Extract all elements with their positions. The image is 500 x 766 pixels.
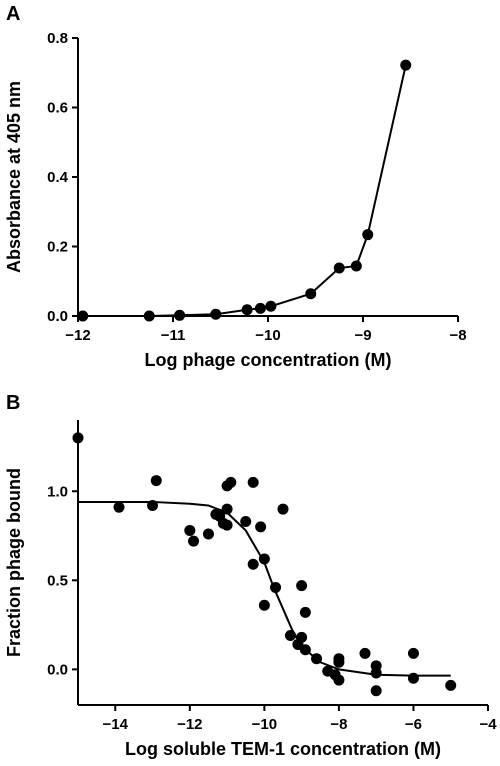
x-tick-label: −14 <box>103 716 129 733</box>
x-tick-label: −6 <box>405 716 422 733</box>
data-point <box>311 653 323 665</box>
data-point <box>305 288 317 300</box>
data-point <box>333 653 345 665</box>
data-point <box>113 501 125 513</box>
data-point <box>188 535 200 547</box>
data-point <box>221 503 233 515</box>
data-point <box>150 475 162 487</box>
data-point <box>77 310 89 322</box>
data-point <box>240 516 252 528</box>
data-point <box>370 685 382 697</box>
panel-a-letter: A <box>6 3 20 25</box>
x-tick-label: −12 <box>65 327 90 344</box>
data-point <box>445 679 457 691</box>
data-point <box>333 674 345 686</box>
data-point <box>184 524 196 536</box>
y-tick-label: 0.0 <box>47 661 68 678</box>
y-axis-label: Fraction phage bound <box>4 468 24 657</box>
data-point <box>254 302 266 314</box>
data-point <box>362 229 374 241</box>
data-point <box>299 644 311 656</box>
y-tick-label: 0.6 <box>47 100 68 117</box>
data-point <box>221 519 233 531</box>
x-axis-label: Log soluble TEM-1 concentration (M) <box>125 739 441 759</box>
data-point <box>225 476 237 488</box>
data-point <box>174 309 186 321</box>
data-point <box>370 667 382 679</box>
data-point <box>400 59 412 71</box>
x-tick-label: −12 <box>177 716 202 733</box>
panel-a-chart: −12 −11 −10 −9 −8 0.0 0.2 0.4 0.6 0.8 Log phage co… <box>4 30 467 370</box>
data-point <box>277 503 289 515</box>
data-point <box>296 580 308 592</box>
panel-b-chart: −14 −12 −10 −8 −6 −4 0.0 0.5 1.0 Log soluble TEM-… <box>4 420 497 759</box>
data-point <box>247 558 259 570</box>
y-tick-label: 0.4 <box>47 169 69 186</box>
x-tick-label: −9 <box>354 327 371 344</box>
data-point <box>299 606 311 618</box>
data-point <box>407 647 419 659</box>
data-point <box>241 304 253 316</box>
data-point <box>350 260 362 272</box>
y-tick-label: 0.8 <box>47 30 68 47</box>
series-line <box>82 64 407 317</box>
data-point <box>143 310 155 322</box>
y-tick-label: 0.2 <box>47 239 68 256</box>
x-tick-label: −8 <box>330 716 347 733</box>
data-point <box>296 631 308 643</box>
y-tick-label: 1.0 <box>47 483 68 500</box>
data-point <box>407 672 419 684</box>
data-point <box>258 599 270 611</box>
data-point <box>258 553 270 565</box>
data-point <box>265 300 277 312</box>
x-tick-label: −8 <box>449 327 466 344</box>
data-point <box>333 262 345 274</box>
data-point <box>210 308 222 320</box>
x-tick-label: −10 <box>255 327 280 344</box>
data-point <box>270 581 282 593</box>
data-point <box>202 528 214 540</box>
x-tick-label: −4 <box>479 716 497 733</box>
y-axis-label: Absorbance at 405 nm <box>4 81 24 273</box>
y-tick-label: 0.5 <box>47 572 68 589</box>
panel-b-letter: B <box>6 392 20 414</box>
data-point <box>359 647 371 659</box>
y-tick-label: 0.0 <box>47 308 68 325</box>
data-point <box>247 476 259 488</box>
data-point <box>255 521 267 533</box>
data-point <box>147 500 159 511</box>
x-axis-label: Log phage concentration (M) <box>145 350 392 370</box>
x-tick-label: −11 <box>161 327 186 344</box>
data-point <box>284 630 296 642</box>
data-point <box>72 432 84 444</box>
x-tick-label: −10 <box>252 716 277 733</box>
